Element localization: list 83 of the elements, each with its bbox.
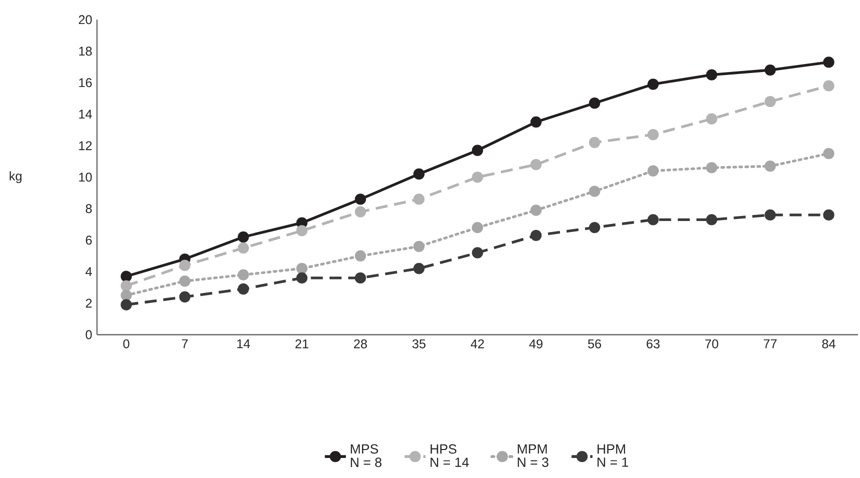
legend-label: HPS	[430, 444, 456, 454]
point	[413, 240, 425, 252]
y-tick-label: 20	[78, 15, 92, 24]
point	[413, 194, 425, 205]
x-tick-label: 77	[764, 339, 777, 348]
y-tick-label: 8	[86, 204, 92, 214]
point	[764, 96, 776, 108]
y-tick-label: 18	[79, 46, 92, 56]
point	[588, 186, 600, 197]
x-tick-label: 14	[237, 339, 250, 348]
point	[530, 204, 542, 216]
y-tick-label: 10	[79, 172, 92, 182]
x-tick-label: 7	[182, 339, 188, 348]
point	[588, 136, 600, 148]
point	[472, 247, 484, 258]
point	[179, 291, 190, 302]
y-tick-label: 16	[79, 78, 92, 88]
point	[764, 160, 776, 172]
point	[238, 242, 249, 254]
point	[354, 272, 366, 284]
x-tick-label: 21	[295, 339, 308, 348]
point	[238, 283, 249, 295]
text: N = 1	[598, 458, 628, 467]
point	[296, 262, 308, 274]
x-tick-label: 70	[705, 339, 718, 348]
point	[238, 231, 249, 243]
y-tick-label: 6	[86, 236, 92, 245]
x-tick-label: 28	[354, 339, 367, 348]
point	[413, 262, 425, 274]
point	[120, 270, 132, 282]
point	[354, 250, 366, 262]
point	[530, 116, 542, 128]
text: N = 3	[518, 458, 548, 467]
point	[354, 206, 366, 218]
text: N = 8	[350, 458, 382, 468]
point	[648, 78, 659, 90]
point	[472, 144, 484, 156]
point	[413, 168, 425, 180]
point	[764, 209, 776, 221]
point	[764, 64, 776, 76]
x-tick-label: 42	[470, 339, 484, 348]
y-tick-label: 12	[79, 141, 92, 150]
point	[706, 162, 718, 174]
point	[823, 209, 834, 221]
point	[530, 230, 542, 242]
y-tick-label: 2	[86, 298, 92, 308]
point	[588, 222, 600, 234]
point	[706, 113, 718, 124]
x-tick-label: 84	[822, 339, 836, 348]
legend-label: MPS	[350, 444, 378, 454]
point	[530, 158, 542, 170]
point	[648, 129, 659, 140]
y-tick-label: 4	[86, 267, 92, 276]
point	[472, 222, 484, 234]
legend-label: MPM	[518, 444, 547, 454]
y-tick-label: 0	[86, 330, 92, 340]
x-tick-label: 0	[123, 339, 130, 348]
point	[238, 269, 249, 280]
point	[706, 69, 718, 80]
legend-label: HPM	[598, 444, 626, 454]
point	[472, 172, 484, 183]
point	[120, 280, 132, 292]
point	[823, 80, 834, 92]
point	[296, 272, 308, 284]
text: N = 14	[430, 458, 469, 467]
y-axis-title: kg	[10, 171, 22, 184]
point	[179, 276, 190, 287]
y-tick-label: 14	[79, 110, 92, 119]
point	[648, 214, 659, 226]
x-tick-label: 49	[529, 339, 542, 348]
point	[823, 56, 834, 68]
x-tick-label: 35	[412, 339, 426, 348]
point	[179, 260, 190, 271]
x-tick-label: 63	[646, 339, 660, 348]
point	[823, 148, 834, 160]
point	[588, 98, 600, 109]
x-tick-label: 56	[588, 339, 602, 348]
point	[296, 225, 308, 236]
point	[354, 194, 366, 205]
point	[648, 165, 659, 176]
point	[120, 299, 132, 310]
point	[706, 214, 718, 226]
point	[120, 290, 132, 301]
